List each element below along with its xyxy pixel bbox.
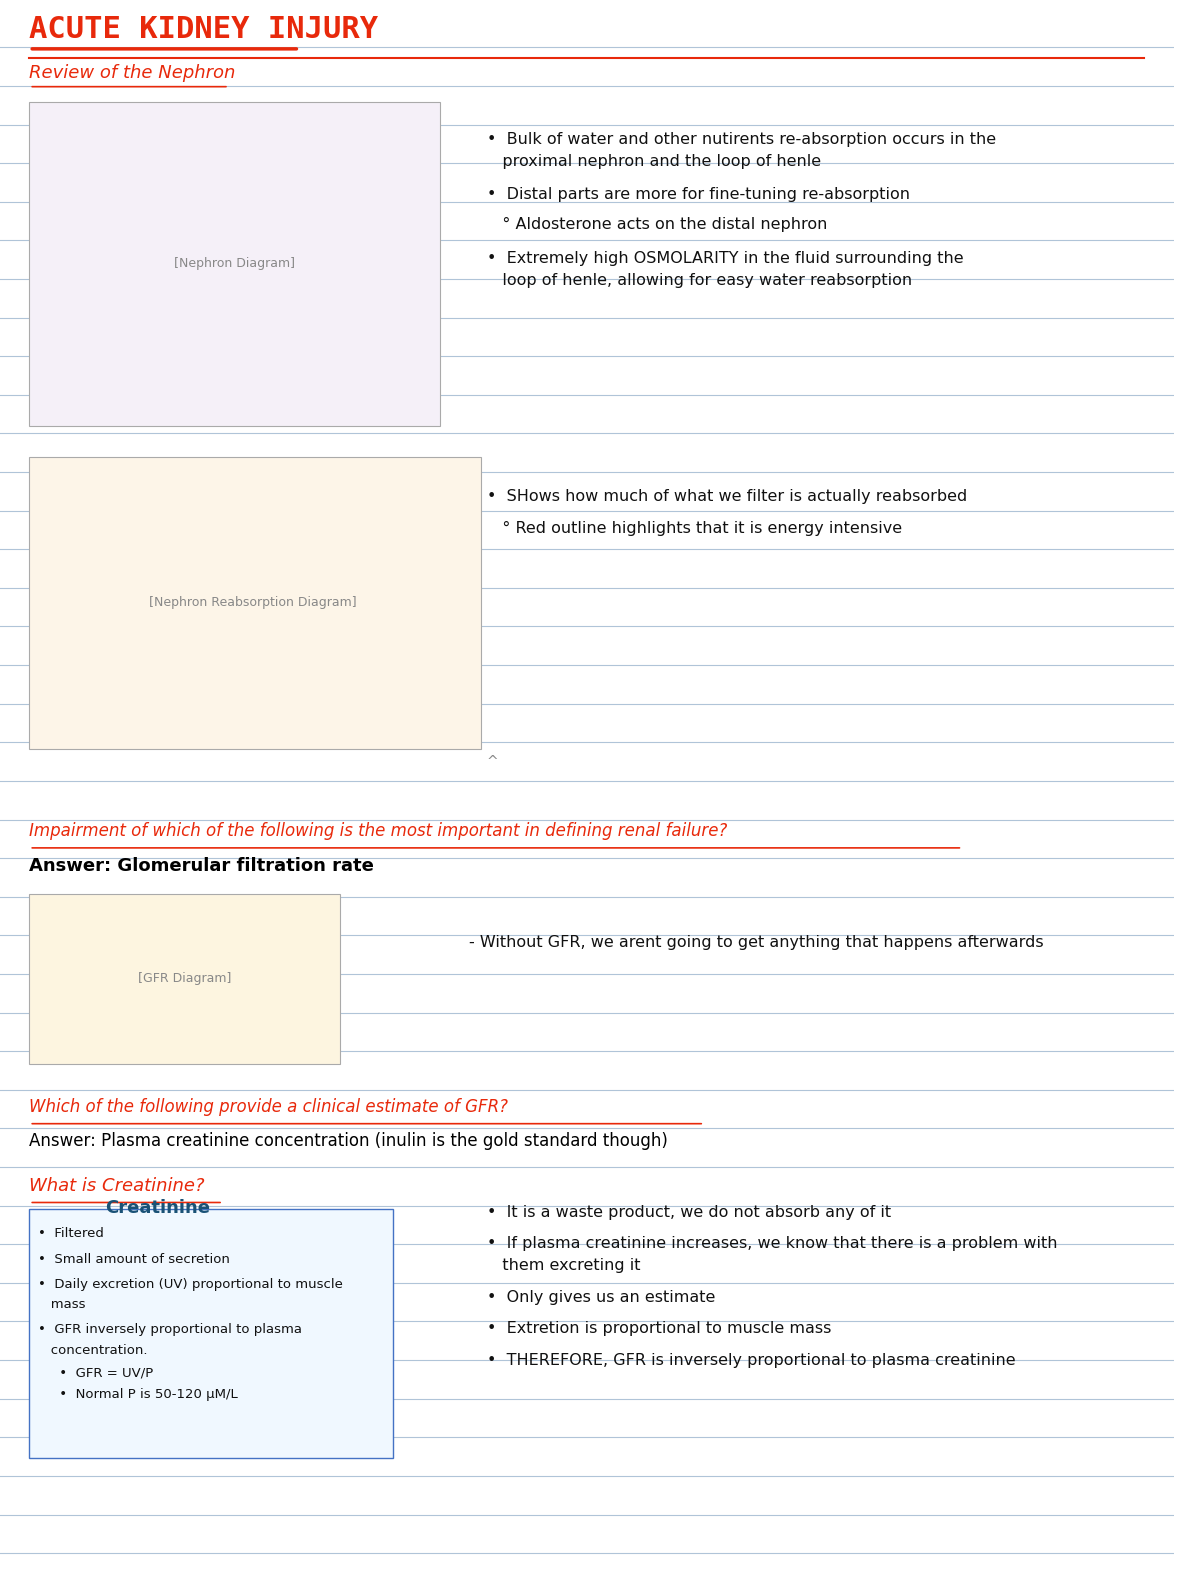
Text: •  SHows how much of what we filter is actually reabsorbed: • SHows how much of what we filter is ac… bbox=[487, 489, 967, 504]
Text: Creatinine: Creatinine bbox=[106, 1199, 211, 1217]
Text: Answer: Glomerular filtration rate: Answer: Glomerular filtration rate bbox=[29, 857, 374, 875]
Text: ACUTE KIDNEY INJURY: ACUTE KIDNEY INJURY bbox=[29, 16, 378, 44]
Text: •  GFR = UV/P: • GFR = UV/P bbox=[37, 1366, 152, 1379]
Text: •  GFR inversely proportional to plasma: • GFR inversely proportional to plasma bbox=[37, 1324, 301, 1336]
Text: mass: mass bbox=[37, 1299, 85, 1311]
Text: •  Extremely high OSMOLARITY in the fluid surrounding the: • Extremely high OSMOLARITY in the fluid… bbox=[487, 251, 964, 266]
Text: - Without GFR, we arent going to get anything that happens afterwards: - Without GFR, we arent going to get any… bbox=[469, 935, 1044, 950]
Text: ° Aldosterone acts on the distal nephron: ° Aldosterone acts on the distal nephron bbox=[487, 216, 827, 232]
Text: •  Filtered: • Filtered bbox=[37, 1228, 103, 1240]
Text: ° Red outline highlights that it is energy intensive: ° Red outline highlights that it is ener… bbox=[487, 520, 902, 536]
Text: •  THEREFORE, GFR is inversely proportional to plasma creatinine: • THEREFORE, GFR is inversely proportion… bbox=[487, 1352, 1015, 1368]
Text: ^: ^ bbox=[487, 755, 499, 769]
Text: proximal nephron and the loop of henle: proximal nephron and the loop of henle bbox=[487, 153, 821, 169]
Text: •  It is a waste product, we do not absorb any of it: • It is a waste product, we do not absor… bbox=[487, 1204, 892, 1220]
Text: them excreting it: them excreting it bbox=[487, 1258, 641, 1273]
FancyBboxPatch shape bbox=[29, 102, 440, 426]
Text: •  Only gives us an estimate: • Only gives us an estimate bbox=[487, 1289, 715, 1305]
Text: •  Extretion is proportional to muscle mass: • Extretion is proportional to muscle ma… bbox=[487, 1321, 832, 1336]
Text: •  Distal parts are more for fine-tuning re-absorption: • Distal parts are more for fine-tuning … bbox=[487, 186, 910, 202]
Text: Answer: Plasma creatinine concentration (inulin is the gold standard though): Answer: Plasma creatinine concentration … bbox=[29, 1133, 668, 1150]
Text: Which of the following provide a clinical estimate of GFR?: Which of the following provide a clinica… bbox=[29, 1098, 509, 1116]
Text: [Nephron Reabsorption Diagram]: [Nephron Reabsorption Diagram] bbox=[149, 596, 356, 608]
Text: •  Daily excretion (UV) proportional to muscle: • Daily excretion (UV) proportional to m… bbox=[37, 1278, 342, 1291]
Text: •  Small amount of secretion: • Small amount of secretion bbox=[37, 1253, 229, 1266]
FancyBboxPatch shape bbox=[29, 1209, 394, 1458]
Text: Review of the Nephron: Review of the Nephron bbox=[29, 65, 235, 82]
FancyBboxPatch shape bbox=[29, 894, 341, 1064]
Text: [Nephron Diagram]: [Nephron Diagram] bbox=[174, 257, 295, 269]
Text: Impairment of which of the following is the most important in defining renal fai: Impairment of which of the following is … bbox=[29, 823, 727, 840]
Text: [GFR Diagram]: [GFR Diagram] bbox=[138, 972, 230, 985]
Text: •  Bulk of water and other nutirents re-absorption occurs in the: • Bulk of water and other nutirents re-a… bbox=[487, 131, 996, 147]
Text: •  If plasma creatinine increases, we know that there is a problem with: • If plasma creatinine increases, we kno… bbox=[487, 1236, 1057, 1251]
Text: loop of henle, allowing for easy water reabsorption: loop of henle, allowing for easy water r… bbox=[487, 273, 912, 288]
Text: concentration.: concentration. bbox=[37, 1344, 148, 1357]
FancyBboxPatch shape bbox=[29, 457, 481, 749]
Text: What is Creatinine?: What is Creatinine? bbox=[29, 1177, 205, 1195]
Text: •  Normal P is 50-120 μM/L: • Normal P is 50-120 μM/L bbox=[37, 1388, 238, 1401]
